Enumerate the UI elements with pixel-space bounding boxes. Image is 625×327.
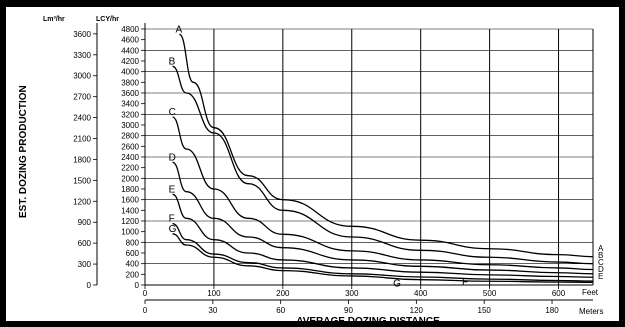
curve-label-b: B [169,56,176,67]
curve-inline-label-g: G [393,278,401,289]
y-tick-label-metric: 1800 [73,155,91,164]
y-tick-label-metric: 3600 [73,30,91,39]
x-tick-label-feet: 200 [276,289,290,298]
x-units-meters: Meters [579,307,603,316]
x-tick-label-meters: 120 [410,306,424,315]
y-tick-label-lcy: 4400 [121,46,139,55]
y-tick-label-metric: 600 [78,239,92,248]
curve-label-g: G [169,224,177,235]
x-tick-label-feet: 0 [143,289,148,298]
y-tick-label-lcy: 4600 [121,36,139,45]
curve-d [172,161,594,275]
y-axis-title: EST. DOZING PRODUCTION [18,85,29,218]
y-tick-label-lcy: 2400 [121,153,139,162]
curve-b [172,65,594,265]
x-tick-label-feet: 500 [483,289,497,298]
y-tick-label-lcy: 2200 [121,164,139,173]
y-units-metric: Lm³/hr [43,16,65,23]
y-units-lcy: LCY/hr [96,16,119,23]
y-tick-label-metric: 0 [87,281,92,290]
curve-label-d: D [169,152,176,163]
x-tick-label-meters: 30 [208,306,217,315]
curve-end-label-e: E [598,272,603,281]
x-axis-title: AVERAGE DOZING DISTANCE [296,316,440,327]
y-tick-label-metric: 900 [78,218,92,227]
curve-end-label-c: C [598,258,604,267]
curve-g [172,233,594,283]
y-tick-label-lcy: 1400 [121,206,139,215]
curve-label-f: F [169,214,175,225]
y-tick-label-lcy: 4200 [121,57,139,66]
curve-label-e: E [169,184,176,195]
y-tick-label-lcy: 1800 [121,185,139,194]
y-tick-label-lcy: 1200 [121,217,139,226]
x-tick-label-meters: 150 [478,306,492,315]
y-tick-label-lcy: 4800 [121,25,139,34]
x-tick-label-feet: 600 [552,289,566,298]
y-tick-label-metric: 1500 [73,176,91,185]
curve-label-c: C [169,107,176,118]
curve-end-label-b: B [598,251,603,260]
curve-inline-label-f: F [462,277,468,288]
y-tick-label-lcy: 2800 [121,132,139,141]
y-tick-label-lcy: 600 [126,249,140,258]
y-tick-label-lcy: 1600 [121,196,139,205]
x-tick-label-meters: 0 [143,306,148,315]
y-tick-label-lcy: 4000 [121,68,139,77]
y-tick-label-lcy: 3400 [121,100,139,109]
y-tick-label-metric: 3300 [73,51,91,60]
axes [96,23,593,301]
x-tick-label-feet: 400 [414,289,428,298]
y-tick-label-metric: 3000 [73,72,91,81]
y-tick-label-lcy: 2000 [121,174,139,183]
curve-end-label-d: D [598,265,604,274]
y-tick-label-lcy: 400 [126,260,140,269]
y-tick-label-metric: 2100 [73,135,91,144]
x-tick-label-meters: 60 [276,306,285,315]
y-tick-label-metric: 300 [78,260,92,269]
x-units-feet: Feet [582,288,599,297]
x-tick-label-meters: 90 [344,306,353,315]
y-tick-label-lcy: 1000 [121,228,139,237]
y-tick-label-metric: 2700 [73,93,91,102]
grid [145,28,594,285]
y-tick-label-lcy: 3600 [121,89,139,98]
y-tick-label-lcy: 3800 [121,78,139,87]
y-tick-label-lcy: 0 [135,281,140,290]
curve-e [172,193,594,278]
ticks: 0200400600800100012001400160018002000220… [73,25,566,315]
curve-label-a: A [175,24,182,35]
y-tick-label-lcy: 200 [126,270,140,279]
y-tick-label-lcy: 2600 [121,142,139,151]
y-tick-label-lcy: 800 [126,238,140,247]
x-tick-label-meters: 180 [545,306,559,315]
curve-a [178,33,594,258]
curve-end-label-a: A [598,244,604,253]
curve-c [172,116,594,271]
y-tick-label-lcy: 3000 [121,121,139,130]
y-tick-label-metric: 2400 [73,114,91,123]
curve-f [172,223,594,282]
x-tick-label-feet: 100 [207,289,221,298]
x-tick-label-feet: 300 [345,289,359,298]
y-tick-label-metric: 1200 [73,197,91,206]
y-tick-label-lcy: 3200 [121,110,139,119]
